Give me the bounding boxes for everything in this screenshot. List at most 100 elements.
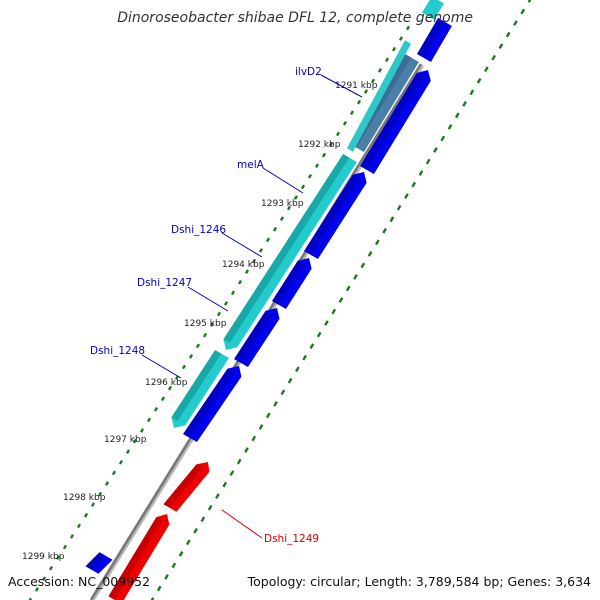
tick-dot (335, 131, 341, 137)
tick-dot (349, 110, 355, 116)
tick-dot (324, 320, 329, 326)
tick-dot (513, 20, 518, 26)
tick-dot (111, 470, 117, 476)
tick-dot (360, 262, 366, 269)
tick-dot (295, 366, 300, 373)
tick-dot (76, 523, 82, 529)
tick-dot (425, 158, 431, 165)
reverse-cds-lower (171, 350, 229, 428)
gene-leader-line (221, 232, 263, 258)
tick-dot (222, 481, 228, 488)
tick-dot (139, 428, 145, 433)
forward-cds-5-shade (183, 368, 234, 438)
tick-dot (377, 68, 383, 73)
tick-dot (469, 89, 475, 96)
map-title: Dinoroseobacter shibae DFL 12, complete … (117, 10, 473, 26)
tick-dot (195, 343, 201, 349)
feature-tracks (85, 0, 452, 600)
accession-text: Accession: NC_009952 (8, 574, 150, 589)
tick-dot (389, 216, 395, 223)
tick-dot (69, 534, 75, 539)
tick-dot (223, 301, 229, 306)
tick-dot (104, 481, 110, 486)
tick-dot (28, 597, 33, 600)
tick-dot (391, 46, 397, 52)
tick-dot (370, 78, 376, 84)
tick-dot (230, 290, 236, 296)
tick-dot (146, 417, 152, 423)
tick-dot-tracks (28, 0, 532, 600)
tick-dot (90, 502, 96, 507)
tick-dot (236, 458, 242, 465)
tick-dot (153, 407, 159, 412)
tick-dot (527, 0, 532, 3)
tick-dot (164, 574, 169, 580)
gene-label: ilvD2 (295, 66, 322, 78)
tick-dot (280, 389, 286, 396)
tick-dot (375, 239, 380, 246)
tick-dot (244, 269, 250, 274)
tick-dot (216, 311, 222, 317)
gene-leader-line (187, 286, 229, 312)
tick-dot (286, 205, 292, 211)
tick-dot (258, 248, 264, 253)
tick-dot (411, 181, 417, 188)
tick-dot (491, 54, 496, 61)
tick-dot (202, 332, 208, 338)
tick-dot (132, 438, 138, 444)
gene-leader-line (141, 354, 182, 379)
tick-dot (505, 31, 511, 38)
kbp-tick-label: 1294 kbp (222, 260, 265, 270)
tick-dot (41, 576, 47, 582)
tick-dot (321, 152, 327, 158)
tick-dot (353, 274, 358, 280)
gene-leader-line (262, 167, 304, 194)
tick-dot (215, 493, 220, 500)
gene-label: Dshi_1248 (90, 345, 145, 357)
tick-dot (160, 396, 166, 402)
forward-cds-3-shade (272, 260, 305, 305)
tick-dot (167, 385, 173, 391)
kbp-tick-label: 1293 kbp (261, 199, 304, 209)
gene-label: melA (237, 159, 265, 171)
reverse-cds-upper-shade (223, 154, 350, 343)
highlight-cds-lower-shade (108, 517, 163, 600)
kbp-tick-label: 1299 kbp (22, 552, 65, 562)
tick-dot (384, 57, 390, 63)
tick-dot (345, 285, 351, 292)
tick-dot (338, 297, 344, 303)
tick-dot (520, 8, 526, 15)
kbp-tick-label: 1295 kbp (184, 319, 227, 329)
kbp-tick-label: 1297 kbp (104, 435, 147, 445)
forward-cds-2-shade (304, 174, 360, 255)
reverse-cds-strip (346, 40, 412, 152)
tick-dot (178, 550, 184, 557)
tick-dot (440, 135, 446, 142)
tick-dot (188, 354, 194, 359)
outer-tick-track (150, 0, 532, 600)
tick-dot (265, 412, 271, 419)
tick-dot (462, 100, 467, 107)
reverse-cds-lower-shade (171, 350, 222, 421)
topology-summary: Topology: circular; Length: 3,789,584 bp… (247, 574, 591, 589)
tick-dot (62, 544, 68, 550)
highlight-cds-upper-shade (163, 464, 203, 508)
gene-label: Dshi_1246 (171, 224, 226, 236)
tick-dot (293, 195, 299, 200)
tick-dot (200, 516, 206, 523)
tick-dot (244, 447, 249, 453)
gene-label: Dshi_1247 (137, 277, 192, 289)
forward-cds-top-shade (417, 18, 445, 58)
tick-dot (302, 354, 307, 361)
tick-dot (331, 308, 337, 315)
kbp-tick-label: 1296 kbp (145, 378, 188, 388)
tick-dot (251, 435, 257, 442)
tick-dot (265, 237, 271, 243)
tick-dot (498, 43, 504, 50)
tick-dot (272, 226, 278, 232)
tick-dot (382, 227, 387, 234)
tick-dot (229, 470, 235, 476)
tick-dot (447, 124, 453, 130)
tick-dot (209, 322, 215, 327)
